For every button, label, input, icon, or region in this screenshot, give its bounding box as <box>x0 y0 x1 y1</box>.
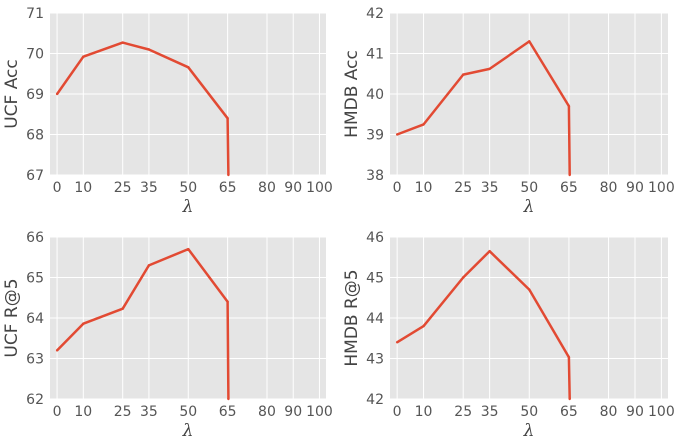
subplot-2: 0 10 25 35 50 65 80 90 100 38 39 40 41 42 λ HMDB Acc <box>342 6 675 217</box>
x-tick-label: 25 <box>114 404 132 420</box>
y-tick-label: 42 <box>366 6 384 22</box>
x-tick-label: 100 <box>306 404 333 420</box>
x-tick-label: 90 <box>284 180 302 196</box>
y-tick-label: 71 <box>26 6 44 22</box>
data-point <box>187 247 190 251</box>
data-point <box>227 173 230 177</box>
data-point <box>461 276 465 279</box>
x-tick-label: 90 <box>626 180 644 196</box>
data-point <box>227 397 230 401</box>
x-tick-label: 35 <box>140 180 158 196</box>
data-point <box>82 55 85 58</box>
y-tick-label: 68 <box>26 128 44 144</box>
y-tick-label: 39 <box>366 128 384 144</box>
x-tick-label: 50 <box>520 404 538 420</box>
x-tick-label: 80 <box>600 404 618 420</box>
x-tick-label: 50 <box>179 404 197 420</box>
data-point <box>528 40 531 43</box>
x-tick-label: 10 <box>74 404 92 420</box>
y-tick-label: 67 <box>26 168 44 184</box>
data-point <box>422 123 425 126</box>
y-tick-label: 43 <box>366 352 384 368</box>
x-tick-label: 80 <box>258 404 276 420</box>
x-tick-label: 100 <box>648 180 675 196</box>
subplot-3: 0 10 25 35 50 65 80 90 100 62 63 64 65 66 λ UCF R@5 <box>2 230 333 441</box>
y-tick-label: 66 <box>26 230 44 246</box>
x-tick-label: 0 <box>53 180 62 196</box>
data-point <box>395 341 399 344</box>
x-tick-label: 80 <box>600 180 618 196</box>
data-point <box>567 356 571 359</box>
y-tick-label: 69 <box>26 87 44 103</box>
y-tick-label: 40 <box>366 87 384 103</box>
x-tick-label: 35 <box>481 404 499 420</box>
x-tick-label: 25 <box>114 180 132 196</box>
y-axis-label: HMDB Acc <box>342 50 362 138</box>
data-point <box>82 322 85 325</box>
x-tick-label: 35 <box>481 180 499 196</box>
x-tick-label: 100 <box>648 404 675 420</box>
x-tick-label: 25 <box>454 404 472 420</box>
x-tick-label: 25 <box>454 180 472 196</box>
data-point <box>528 288 531 291</box>
x-tick-label: 65 <box>219 180 237 196</box>
y-tick-label: 38 <box>366 168 384 184</box>
x-tick-label: 35 <box>140 404 158 420</box>
x-axis-label: λ <box>182 421 194 441</box>
x-tick-label: 65 <box>219 404 237 420</box>
x-tick-label: 0 <box>53 404 62 420</box>
y-tick-label: 62 <box>26 392 44 408</box>
y-tick-label: 45 <box>366 271 384 287</box>
data-point <box>121 41 124 44</box>
data-point <box>568 397 571 401</box>
subplot-1: 0 10 25 35 50 65 80 90 100 67 68 69 70 71 λ UCF Acc <box>2 6 333 217</box>
y-tick-label: 44 <box>366 311 384 327</box>
subplot-4: 0 10 25 35 50 65 80 90 100 42 43 44 45 46 λ HMDB R@5 <box>342 230 675 441</box>
data-point <box>488 67 491 71</box>
data-point <box>187 66 190 69</box>
x-tick-label: 0 <box>393 180 402 196</box>
y-axis-label: UCF Acc <box>2 59 22 129</box>
data-point <box>121 307 124 310</box>
x-tick-label: 90 <box>284 404 302 420</box>
x-axis-label: λ <box>182 197 194 217</box>
data-point <box>55 92 59 96</box>
data-point <box>147 264 151 267</box>
y-axis-label: UCF R@5 <box>2 278 22 357</box>
x-tick-label: 65 <box>560 404 578 420</box>
y-tick-label: 70 <box>26 47 44 63</box>
data-point <box>395 133 399 136</box>
y-axis-label: HMDB R@5 <box>342 269 362 366</box>
x-tick-label: 50 <box>520 180 538 196</box>
data-point <box>568 173 571 177</box>
y-tick-label: 64 <box>26 311 44 327</box>
y-tick-label: 42 <box>366 392 384 408</box>
x-tick-label: 10 <box>74 180 92 196</box>
x-tick-label: 10 <box>415 180 433 196</box>
data-point <box>147 48 151 51</box>
x-tick-label: 50 <box>179 180 197 196</box>
data-point <box>226 300 229 303</box>
y-tick-label: 65 <box>26 271 44 287</box>
x-tick-label: 10 <box>415 404 433 420</box>
data-point <box>422 324 425 328</box>
data-point <box>567 104 571 108</box>
y-tick-label: 63 <box>26 352 44 368</box>
y-tick-label: 46 <box>366 230 384 246</box>
x-tick-label: 90 <box>626 404 644 420</box>
y-tick-label: 41 <box>366 47 384 63</box>
x-tick-label: 65 <box>560 180 578 196</box>
x-tick-label: 100 <box>306 180 333 196</box>
data-point <box>488 249 491 253</box>
x-tick-label: 80 <box>258 180 276 196</box>
data-point <box>461 73 465 76</box>
x-tick-label: 0 <box>393 404 402 420</box>
x-axis-label: λ <box>523 421 535 441</box>
data-point <box>226 117 229 120</box>
data-point <box>55 349 59 352</box>
x-axis-label: λ <box>523 197 535 217</box>
